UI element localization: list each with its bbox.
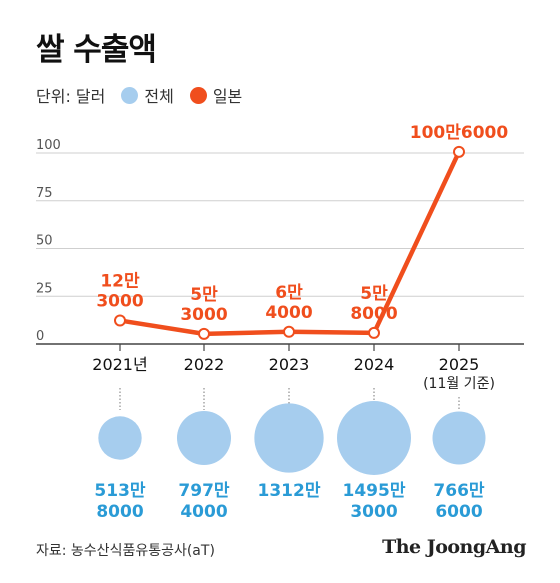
total-data-label: 4000 (180, 502, 227, 522)
total-bubble (254, 403, 324, 473)
legend-japan-label: 일본 (212, 87, 243, 106)
y-tick-label: 0 (36, 329, 44, 344)
japan-data-label: 100만6000 (410, 123, 509, 143)
total-data-label: 1312만 (258, 481, 321, 501)
total-data-label: 766만 (433, 481, 484, 501)
japan-data-label: 6만 (275, 283, 303, 303)
total-data-label: 1495만 (343, 481, 406, 501)
total-bubble (337, 401, 411, 475)
total-bubble (98, 416, 142, 460)
total-data-label: 8000 (96, 502, 143, 522)
legend-total-label: 전체 (144, 87, 174, 106)
brand-logo: The JoongAng (382, 536, 526, 558)
y-tick-label: 25 (36, 281, 53, 296)
japan-data-point (198, 327, 210, 340)
japan-data-label: 12만 (100, 272, 140, 292)
total-data-label: 797만 (178, 481, 229, 501)
y-tick-label: 100 (36, 138, 61, 153)
chart-title: 쌀 수출액 (36, 32, 157, 68)
x-tick-label: 2021년 (92, 355, 147, 374)
x-tick-label: 2022 (184, 355, 225, 374)
japan-data-label: 5만 (360, 284, 388, 304)
japan-data-point (114, 314, 126, 327)
source-note: 자료: 농수산식품유통공사(aT) (36, 543, 215, 559)
total-data-label: 3000 (350, 502, 397, 522)
total-data-label: 513만 (94, 481, 145, 501)
x-tick-note: (11월 기준) (423, 376, 495, 392)
x-tick-label: 2024 (354, 355, 395, 374)
legend-japan-swatch (189, 86, 207, 104)
legend-total-swatch (121, 86, 139, 104)
japan-data-point (453, 145, 465, 158)
japan-data-label: 4000 (265, 303, 312, 323)
japan-data-label: 3000 (96, 292, 143, 312)
x-tick-label: 2025 (439, 355, 480, 374)
japan-data-label: 3000 (180, 305, 227, 325)
japan-data-label: 8000 (350, 304, 397, 324)
y-tick-label: 50 (36, 234, 53, 249)
legend-item-japan: 일본 (189, 83, 243, 107)
japan-data-point (368, 326, 380, 339)
japan-data-label: 5만 (190, 285, 218, 305)
total-bubble (432, 411, 486, 465)
total-data-label: 6000 (435, 502, 482, 522)
legend: 단위: 달러 전체 일본 (36, 83, 242, 107)
total-bubble (176, 410, 232, 466)
legend-item-total: 전체 (121, 83, 174, 107)
japan-data-point (283, 325, 295, 338)
x-tick-label: 2023 (269, 355, 310, 374)
y-tick-label: 75 (36, 186, 53, 201)
unit-label: 단위: 달러 (36, 87, 106, 106)
